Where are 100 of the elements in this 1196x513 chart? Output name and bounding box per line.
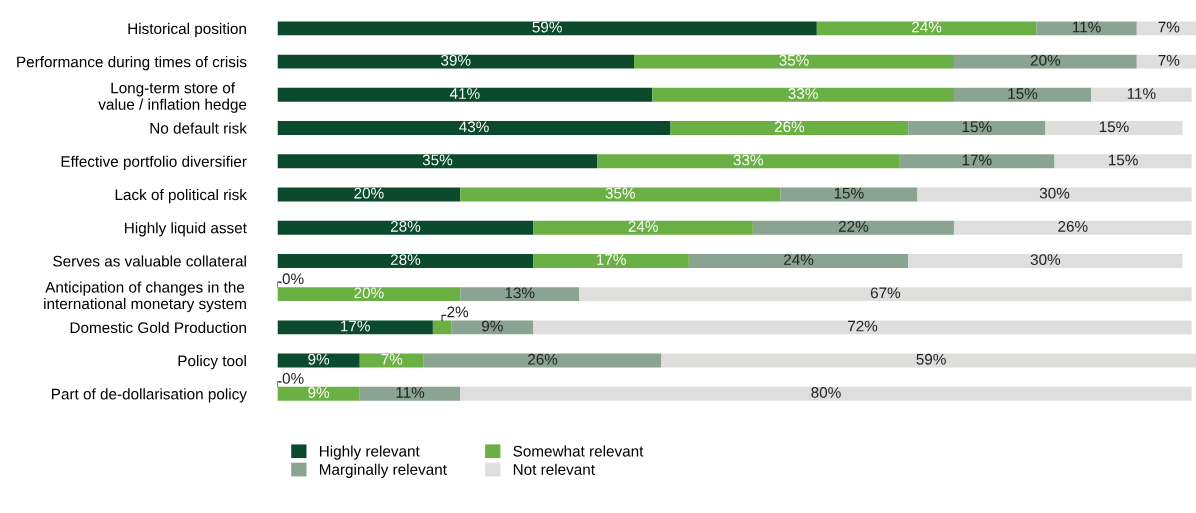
data-label: 26% [774, 121, 805, 133]
bar [277, 21, 817, 36]
bar [277, 87, 653, 102]
data-label: 22% [838, 220, 869, 232]
data-label: 11% [1127, 88, 1156, 99]
bar [752, 220, 954, 235]
data-label: 11% [1072, 21, 1101, 33]
bar [597, 154, 900, 169]
bar [1045, 121, 1183, 136]
data-label: 9% [308, 387, 330, 398]
bar [277, 320, 433, 335]
data-label: 35% [779, 54, 809, 66]
data-label: 39% [441, 54, 471, 66]
data-label: 15% [1108, 154, 1138, 166]
data-label: 59% [916, 353, 946, 365]
data-label: 17% [962, 154, 992, 166]
data-label: 67% [870, 287, 901, 299]
bar [533, 220, 753, 235]
y-tick-label: Policy tool [178, 355, 246, 370]
bar [908, 253, 1183, 268]
bar [460, 386, 1192, 401]
data-label: 7% [381, 353, 403, 365]
y-tick-label: Serves as valuable collateral [53, 255, 246, 267]
bar [634, 54, 954, 69]
data-label: 20% [1030, 54, 1061, 66]
data-label: 33% [788, 88, 818, 99]
bar [953, 220, 1192, 235]
data-label: 15% [1008, 88, 1038, 99]
bar [579, 287, 1192, 302]
data-label: 43% [459, 121, 489, 133]
data-label: 26% [1058, 220, 1088, 232]
data-label: 30% [1030, 254, 1061, 266]
data-label: 24% [784, 254, 814, 265]
data-label: 28% [390, 254, 421, 266]
data-label: 24% [628, 220, 658, 232]
bar [688, 253, 909, 268]
data-label: 20% [354, 187, 384, 199]
data-label: 35% [422, 154, 453, 166]
data-label: 15% [834, 187, 864, 199]
data-label: 59% [532, 21, 562, 33]
bar [670, 121, 909, 136]
bar [652, 87, 954, 102]
legend-label: Marginally relevant [319, 463, 447, 478]
data-label: 28% [390, 220, 421, 232]
bar [533, 320, 1192, 335]
legend-label: Highly relevant [319, 445, 420, 460]
bar [277, 54, 634, 69]
data-label: 2% [447, 306, 469, 318]
data-label: 9% [481, 320, 503, 332]
bar [432, 320, 452, 335]
data-label: 15% [962, 121, 992, 133]
data-label: 17% [597, 254, 626, 265]
data-label: 9% [308, 353, 330, 365]
bar [359, 386, 461, 401]
y-tick-label: Part of de-dollarisation policy [52, 388, 247, 403]
bar [277, 220, 534, 235]
y-tick-label: Effective portfolio diversifier [61, 155, 247, 170]
data-label: 26% [528, 353, 558, 365]
data-label: 24% [912, 21, 942, 33]
annotation: 0% [282, 372, 304, 384]
y-tick-label: Domestic Gold Production [70, 321, 246, 334]
bar [899, 154, 1055, 169]
data-label: 41% [449, 88, 480, 99]
bar [460, 187, 781, 202]
bar [277, 154, 598, 169]
bar [908, 121, 1046, 136]
data-label: 11% [396, 387, 425, 398]
bar [917, 187, 1192, 202]
bar [277, 287, 461, 302]
legend-label: Not relevant [513, 463, 595, 475]
data-label: 15% [1099, 121, 1129, 133]
y-tick-label: Highly liquid asset [125, 222, 247, 237]
data-label: 35% [605, 187, 636, 199]
bar [816, 21, 1037, 36]
data-label: 17% [341, 320, 370, 332]
data-label: 13% [505, 287, 535, 299]
y-tick-label: Anticipation of changes in the international monetary system [44, 281, 246, 313]
annotation: 0% [282, 273, 304, 285]
bar [359, 353, 424, 368]
y-tick-label: Lack of political risk [115, 188, 247, 204]
data-label: 33% [733, 154, 764, 166]
bar [1091, 87, 1192, 102]
bar [953, 87, 1092, 102]
data-label: 7% [1158, 54, 1180, 66]
data-label: 20% [354, 287, 384, 299]
data-label: 7% [1158, 21, 1180, 33]
bar [1054, 154, 1192, 169]
bar [277, 121, 671, 136]
legend-label: Somewhat relevant [513, 445, 644, 457]
bar [277, 353, 360, 368]
bar [533, 253, 689, 268]
y-tick-label: No default risk [150, 122, 247, 134]
bar [460, 287, 580, 302]
data-label: 30% [1039, 187, 1070, 199]
data-label: 80% [811, 387, 841, 398]
y-tick-label: Long-term store of value / inflation hedge [98, 82, 247, 113]
bar [277, 386, 360, 401]
y-tick-label: Performance during times of crisis [17, 56, 247, 71]
y-tick-label: Historical position [128, 22, 246, 38]
bar [451, 320, 534, 335]
